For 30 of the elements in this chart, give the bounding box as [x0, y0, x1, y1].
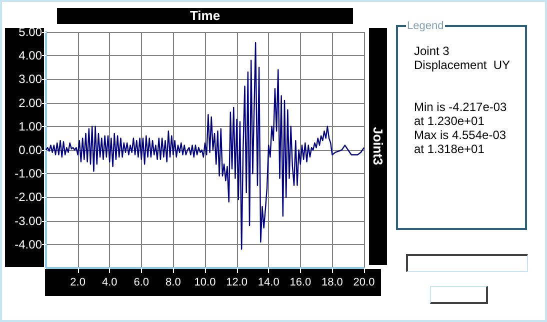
y-tick-label: -2.00	[14, 190, 42, 204]
y-tick-label: 4.00	[18, 48, 42, 63]
x-tick-label: 14.0	[258, 276, 280, 288]
y-tick-label: 3.00	[18, 72, 42, 86]
text: Joint 3	[414, 44, 450, 58]
x-tick-label: 6.0	[134, 276, 150, 288]
text: at 1.318e+01	[414, 142, 486, 156]
text: Min is -4.217e-03	[414, 100, 508, 114]
y-tick-label: 2.00	[18, 96, 42, 110]
x-tick-label: 10.0	[194, 276, 216, 288]
x-tick-label: 18.0	[321, 276, 343, 288]
x-tick-label: 12.0	[226, 276, 248, 288]
y-tick-label: 5.00	[18, 25, 42, 39]
y-axis-title: Joint3	[370, 126, 386, 166]
x-tick-label: 2.0	[70, 276, 86, 288]
text: Max is 4.554e-03	[414, 128, 508, 142]
text: at 1.230e+01	[414, 114, 486, 128]
y-tick-label: -3.00	[14, 214, 42, 228]
line-series	[45, 42, 365, 250]
text: Displacement UY	[414, 58, 512, 72]
x-axis-title: Time	[57, 8, 353, 24]
legend-title: Legend	[406, 20, 445, 32]
y-tick-label: -1.00	[14, 166, 42, 181]
x-tick-label: 8.0	[166, 276, 181, 288]
y-tick-label: 0.00	[18, 143, 42, 157]
y-tick-label: 1.00	[18, 119, 42, 134]
x-tick-label: 4.0	[102, 276, 118, 288]
x-tick-label: 16.0	[290, 276, 312, 288]
y-tick-label: -4.00	[14, 237, 42, 252]
x-tick-label: 20.0	[353, 276, 375, 288]
